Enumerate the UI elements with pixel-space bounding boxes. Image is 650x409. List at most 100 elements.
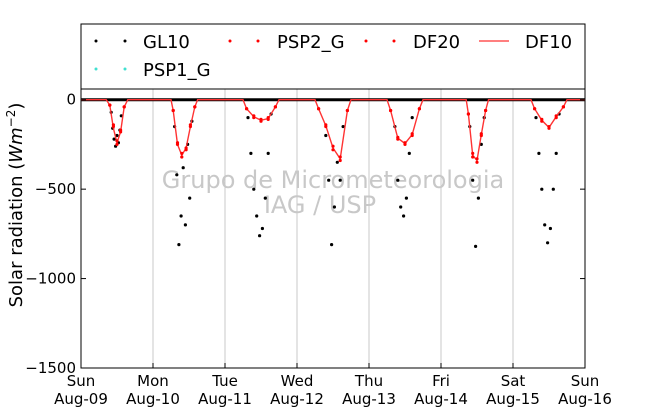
legend-entry-psp2-g: PSP2_G — [228, 32, 345, 53]
legend-entry-psp1-g: PSP1_G — [94, 60, 211, 81]
y-tick-label-2: −1000 — [25, 270, 76, 288]
y-tick-label-1: −500 — [35, 180, 76, 198]
series-line-df10 — [81, 99, 585, 163]
y-tick-label-3: −1500 — [25, 359, 76, 377]
legend-label-df10: DF10 — [525, 32, 572, 53]
y-axis-ticks: 0 −500 −1000 −1500 — [25, 91, 585, 377]
point-df20-33 — [547, 125, 551, 129]
watermark-line-2: IAG / USP — [264, 191, 376, 219]
point-df20-31 — [533, 107, 537, 111]
y-axis-label: Solar radiation (Wm−2) — [4, 103, 27, 308]
y-axis-label-prefix: Solar radiation ( — [6, 163, 27, 308]
point-df20-30 — [484, 108, 488, 113]
point-df20-1 — [111, 123, 115, 127]
point-gl10-15 — [188, 196, 192, 200]
point-gl10-17 — [246, 116, 250, 120]
point-gl10-30 — [335, 160, 339, 164]
point-gl10-19 — [252, 187, 256, 191]
x-tick-date-7: Aug-16 — [558, 390, 612, 408]
point-gl10-51 — [548, 226, 553, 231]
point-gl10-41 — [471, 178, 475, 182]
legend-entry-gl10: GL10 — [94, 32, 190, 53]
point-df20-0 — [108, 103, 112, 107]
point-gl10-43 — [476, 196, 480, 200]
point-df20-14 — [266, 116, 270, 120]
point-df20-24 — [410, 132, 414, 136]
point-df20-23 — [403, 141, 407, 145]
watermark-line-1: Grupo de Micrometeorologia — [162, 166, 504, 194]
point-gl10-50 — [546, 241, 550, 245]
point-df20-3 — [119, 128, 123, 132]
legend-marker-psp2-g — [228, 39, 232, 43]
x-tick-day-7: Sun — [571, 372, 600, 390]
point-gl10-37 — [404, 196, 408, 200]
point-df20-21 — [389, 108, 393, 113]
point-gl10-2 — [112, 137, 116, 141]
legend-label-df20: DF20 — [413, 32, 460, 53]
legend-label-psp2-g: PSP2_G — [277, 32, 345, 53]
point-gl10-36 — [402, 214, 406, 218]
point-df20-10 — [193, 105, 197, 109]
data-marks — [81, 99, 585, 248]
legend-label-psp1-g: PSP1_G — [143, 60, 211, 81]
x-tick-day-6: Sat — [501, 372, 526, 390]
point-gl10-23 — [263, 196, 267, 200]
point-gl10-27 — [327, 178, 331, 182]
point-gl10-35 — [399, 205, 403, 209]
point-gl10-13 — [183, 223, 187, 227]
point-df20-32 — [540, 117, 544, 121]
point-df20-2 — [115, 139, 119, 143]
grid — [152, 89, 514, 368]
point-df20-6 — [175, 141, 180, 145]
point-gl10-34 — [396, 178, 400, 182]
point-gl10-39 — [410, 116, 414, 120]
x-tick-day-4: Thu — [354, 372, 383, 390]
legend-box — [80, 23, 586, 90]
point-gl10-28 — [330, 243, 334, 247]
point-gl10-10 — [177, 243, 181, 247]
point-df20-25 — [417, 107, 421, 111]
x-axis-ticks: SunAug-09MonAug-10TueAug-11WedAug-12ThuA… — [54, 363, 612, 408]
x-tick-date-6: Aug-15 — [486, 390, 540, 408]
point-df20-20 — [345, 108, 349, 113]
point-gl10-49 — [543, 223, 547, 227]
y-axis-label-unit: Wm — [6, 127, 27, 162]
point-gl10-38 — [407, 151, 411, 155]
point-df20-7 — [180, 151, 184, 155]
x-tick-day-2: Tue — [211, 372, 238, 390]
point-gl10-18 — [249, 151, 253, 155]
point-df20-19 — [338, 155, 342, 159]
point-df20-17 — [324, 123, 328, 127]
point-gl10-12 — [181, 166, 185, 170]
point-gl10-26 — [324, 133, 328, 138]
point-gl10-29 — [332, 205, 336, 209]
point-df20-26 — [466, 112, 470, 116]
point-gl10-46 — [534, 116, 538, 120]
point-gl10-9 — [175, 173, 179, 177]
point-gl10-31 — [338, 178, 342, 182]
point-gl10-11 — [179, 214, 183, 218]
x-tick-date-5: Aug-14 — [414, 390, 468, 408]
x-tick-day-3: Wed — [281, 372, 314, 390]
point-psp2-g-7 — [180, 155, 184, 159]
legend-marker-gl10 — [94, 39, 98, 43]
legend-marker-df20 — [364, 39, 368, 43]
point-gl10-32 — [341, 125, 345, 129]
point-psp2-g-28 — [475, 160, 479, 164]
legend-label-gl10: GL10 — [143, 32, 190, 53]
legend-entry-df10: DF10 — [479, 32, 572, 53]
point-df20-12 — [252, 116, 256, 120]
point-gl10-47 — [537, 151, 541, 155]
point-df20-27 — [471, 151, 475, 155]
x-tick-date-0: Aug-09 — [54, 390, 108, 408]
point-gl10-24 — [266, 151, 270, 155]
point-df20-13 — [259, 117, 263, 121]
point-gl10-53 — [554, 151, 558, 155]
point-df20-29 — [479, 132, 483, 136]
point-df20-16 — [317, 107, 321, 111]
point-gl10-22 — [260, 226, 264, 231]
y-tick-label-0: 0 — [66, 91, 76, 109]
point-df20-9 — [188, 123, 192, 127]
point-df20-8 — [184, 146, 188, 150]
point-psp2-g-27 — [471, 155, 475, 159]
